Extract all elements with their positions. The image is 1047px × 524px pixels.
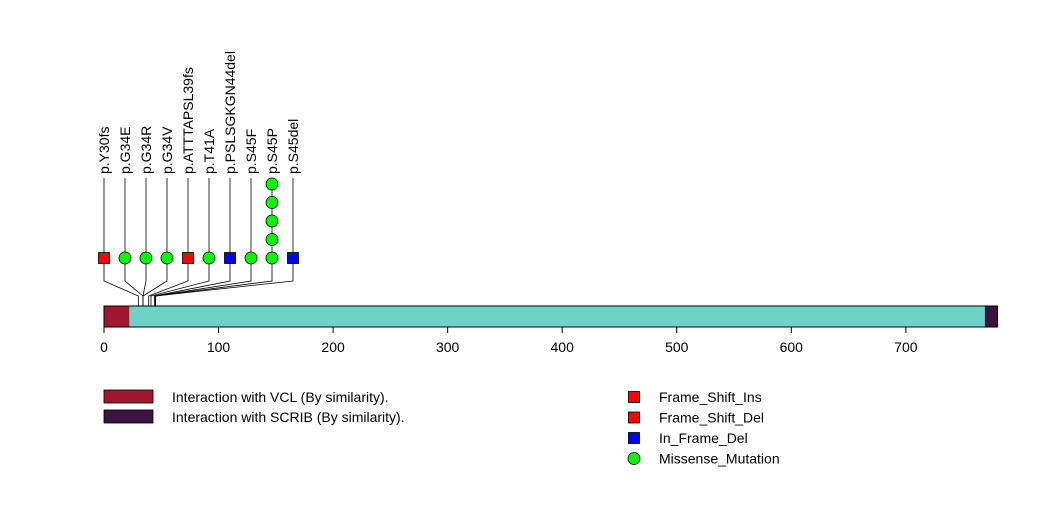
domain-0 [104,306,130,327]
mutation-marker-missense_mutation [139,251,153,265]
legend-domain-label: Interaction with SCRIB (By similarity). [172,409,405,425]
mutation-label: p.PSLSGKGN44del [222,51,238,174]
mutation-label: p.S45del [285,119,301,174]
mutation-label: p.G34R [138,126,154,174]
mutation-marker-missense_mutation [265,251,279,265]
mutation-marker-missense_mutation [265,177,279,191]
mutation-connector [150,258,210,306]
mutation-marker-missense_mutation [202,251,216,265]
legend: Interaction with VCL (By similarity). Int… [103,389,780,467]
mutation-connector [142,258,147,306]
mutation-connector [142,258,168,306]
mutation-connector [155,258,252,306]
legend-mutation-label: Frame_Shift_Ins [659,389,762,405]
mutation-marker-missense_mutation [244,251,258,265]
legend-mutation-swatch [628,411,640,424]
mutation-connector [103,258,139,306]
x-tick-label: 200 [321,339,345,355]
mutation-label: p.G34V [159,126,175,174]
mutation-connector [154,258,231,306]
mutation-connector [155,258,273,306]
protein-backbone [103,305,998,328]
mutation-label: p.S45F [243,129,259,174]
x-tick-label: 600 [780,339,804,355]
x-tick-label: 0 [100,339,108,355]
x-tick-label: 100 [207,339,231,355]
mutation-marker-missense_mutation [265,233,279,246]
legend-mutation-swatch [628,432,640,444]
mutation-label: p.ATTTAPSL39fs [180,67,196,174]
mutation-marker-missense_mutation [160,251,174,265]
mutation-label: p.Y30fs [96,127,112,174]
x-tick-label: 300 [436,339,460,355]
mutation-marker-missense_mutation [265,214,279,228]
mutation-marker-in_frame_del [224,252,236,264]
legend-domain-label: Interaction with VCL (By similarity). [172,389,389,405]
mutation-connectors [103,178,294,306]
mutation-marker-missense_mutation [265,196,279,209]
mutation-label: p.T41A [201,128,217,174]
mutation-markers [98,177,299,265]
x-tick-label: 500 [665,339,689,355]
x-tick-label: 400 [551,339,575,355]
legend-mutation-swatch [628,391,640,403]
x-tick-label: 700 [894,339,918,355]
x-axis: 0 100 200 300 400 500 600 700 [100,326,918,355]
mutation-labels: p.Y30fs p.G34E p.G34R p.G34V p.ATTTAPSL39fs p… [96,51,301,174]
mutation-connector [148,258,189,306]
domain-1 [984,306,998,327]
mutation-marker-in_frame_del [287,252,299,264]
legend-domain-swatch [103,389,154,404]
protein-backbone-group [103,305,998,328]
mutation-label: p.G34E [117,127,133,174]
mutation-connector [155,258,294,306]
legend-mutation-label: Frame_Shift_Del [659,410,764,426]
mutation-marker-missense_mutation [118,251,132,265]
mutation-marker-frame_shift_del [182,252,194,264]
mutation-label: p.S45P [264,128,280,174]
legend-mutation-label: Missense_Mutation [659,451,780,467]
legend-domain-swatch [103,409,154,424]
legend-mutation-swatch [627,452,641,465]
mutation-connector [124,258,144,306]
legend-mutation-label: In_Frame_Del [659,430,748,446]
mutation-marker-frame_shift_ins [98,252,110,264]
